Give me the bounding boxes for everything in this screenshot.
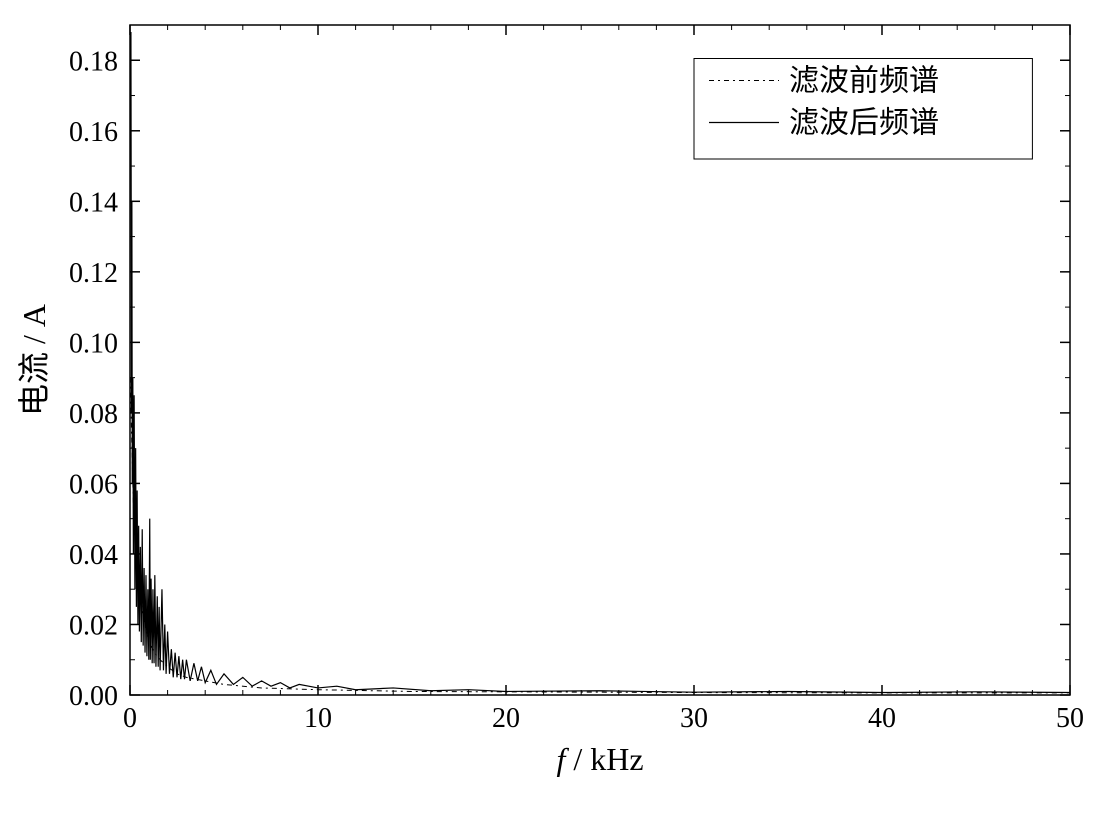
x-axis-label: f / kHz <box>556 741 643 777</box>
y-tick-label: 0.10 <box>69 328 118 359</box>
x-tick-label: 10 <box>304 703 332 734</box>
legend-label: 滤波后频谱 <box>789 107 939 140</box>
y-axis-label: 电流 / A <box>16 304 52 416</box>
chart-svg: 0 10 20 30 40 50 0.00 0.02 0.04 0.06 0.08 0.10 0.12 0… <box>0 0 1102 816</box>
y-tick-label: 0.08 <box>69 399 118 430</box>
y-tick-label: 0.12 <box>69 258 118 289</box>
y-tick-label: 0.06 <box>69 469 118 500</box>
y-tick-label: 0.16 <box>69 117 118 148</box>
x-tick-label: 30 <box>680 703 708 734</box>
x-tick-label: 50 <box>1056 703 1084 734</box>
spectrum-chart: 0 10 20 30 40 50 0.00 0.02 0.04 0.06 0.08 0.10 0.12 0… <box>0 0 1102 816</box>
y-tick-label: 0.02 <box>69 610 118 641</box>
x-tick-label: 40 <box>868 703 896 734</box>
legend-label: 滤波前频谱 <box>789 65 939 98</box>
x-tick-label: 20 <box>492 703 520 734</box>
y-tick-label: 0.00 <box>69 681 118 712</box>
y-tick-label: 0.04 <box>69 540 118 571</box>
y-tick-label: 0.14 <box>69 187 118 218</box>
y-tick-label: 0.18 <box>69 46 118 77</box>
series-before-filtering <box>130 378 1070 693</box>
x-tick-label: 0 <box>123 703 137 734</box>
